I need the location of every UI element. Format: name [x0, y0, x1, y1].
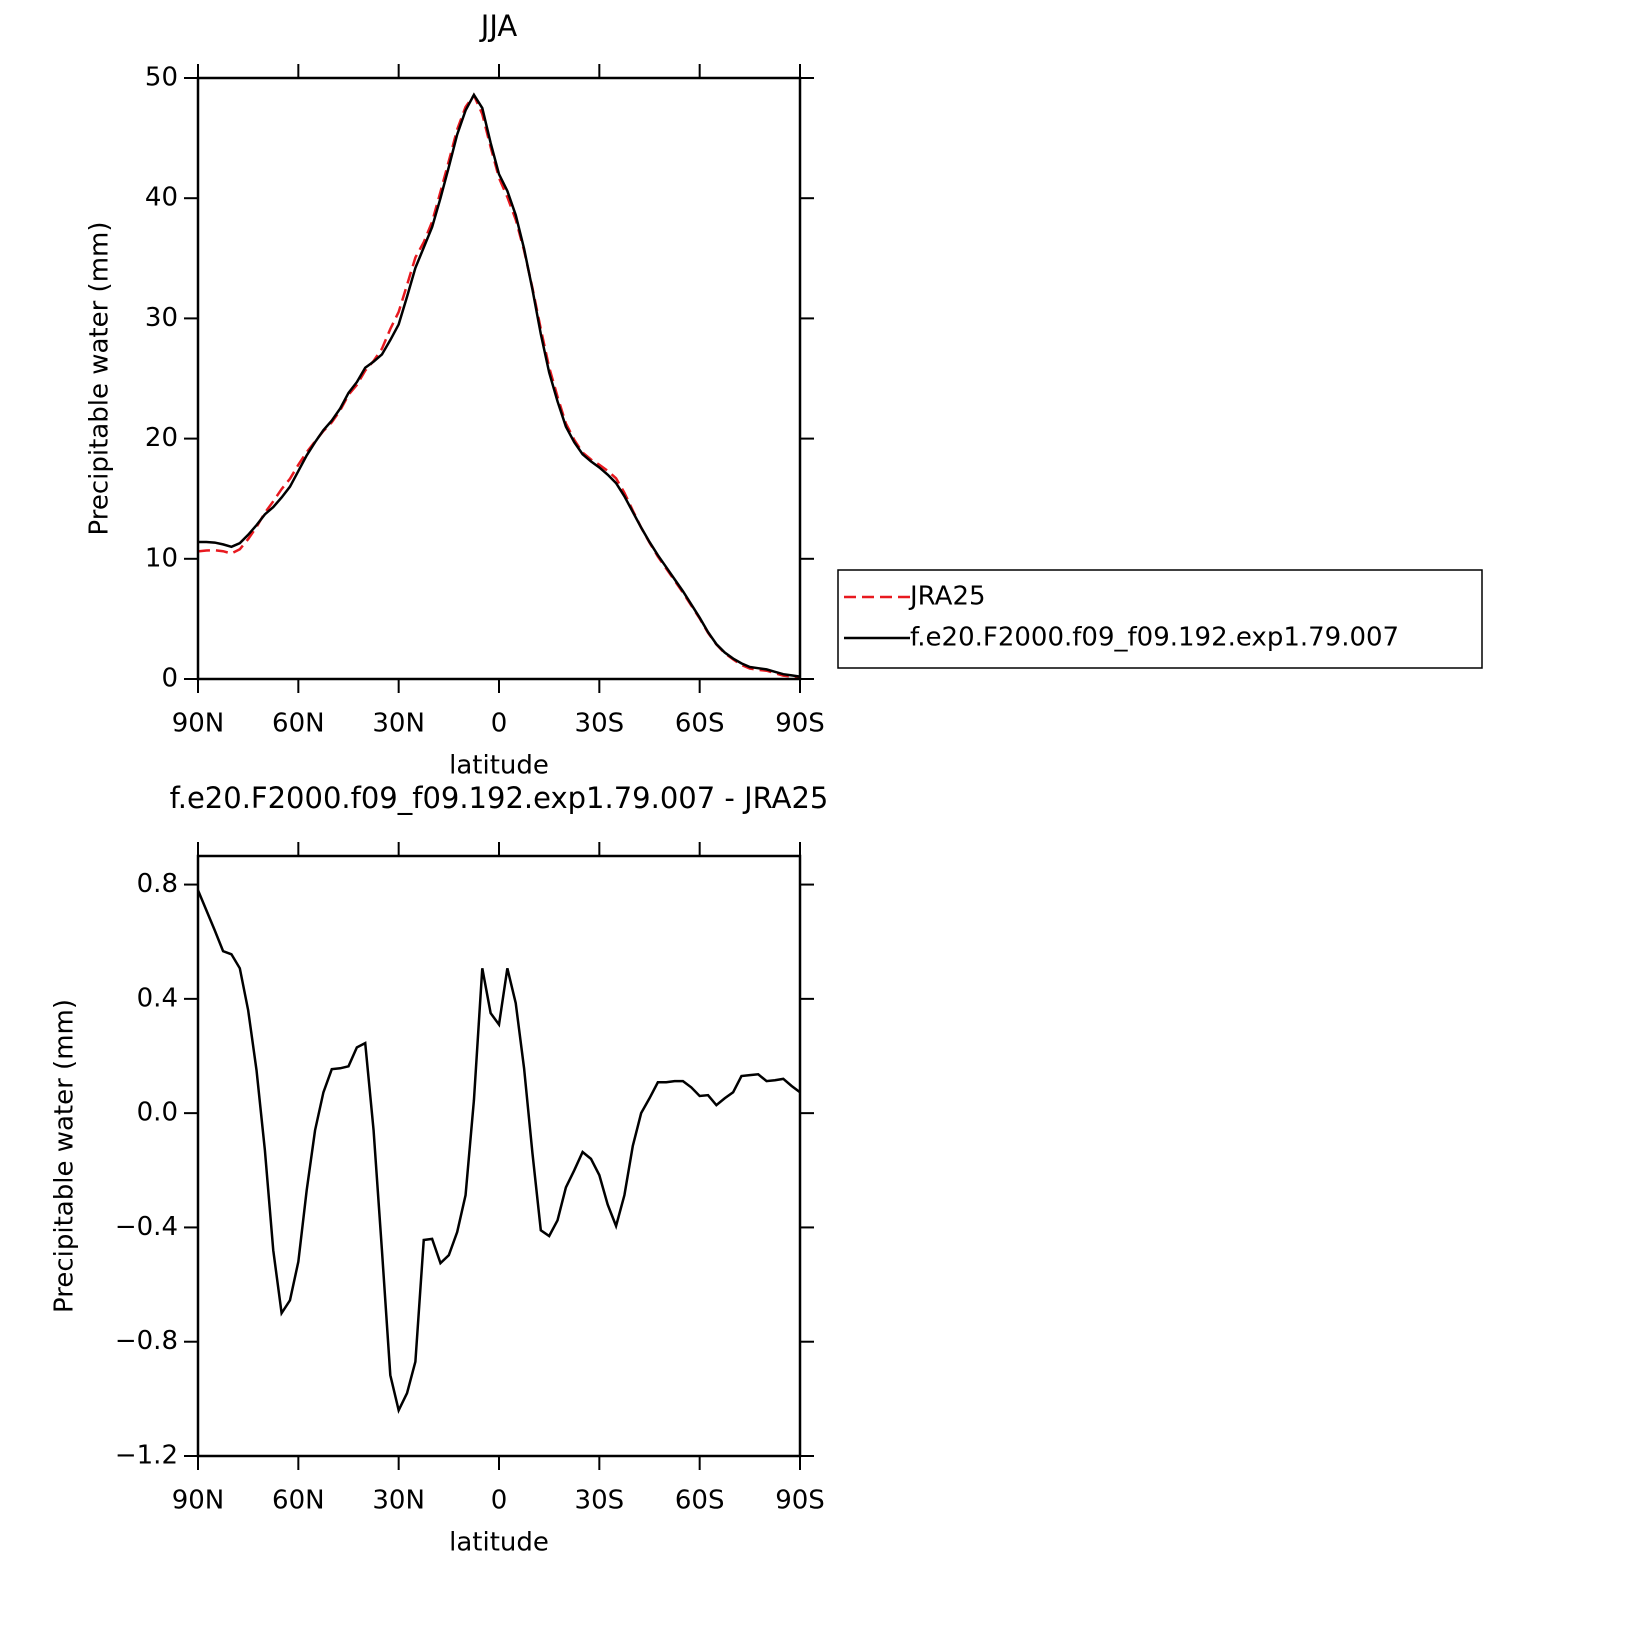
x-tick-label: 90N [172, 1486, 225, 1516]
x-tick-label: 30N [372, 1486, 425, 1516]
x-tick-label: 90N [172, 709, 225, 739]
x-tick-label: 90S [775, 709, 825, 739]
x-tick-label: 30S [575, 1486, 625, 1516]
x-tick-label: 0 [491, 1486, 508, 1516]
y-tick-label: 50 [145, 63, 178, 93]
x-tick-label: 90S [775, 1486, 825, 1516]
y-tick-label: 0.0 [137, 1098, 178, 1128]
x-tick-label: 60N [272, 1486, 325, 1516]
series-line [198, 92, 801, 678]
y-tick-label: 0.4 [137, 983, 178, 1013]
y-tick-label: 30 [145, 303, 178, 333]
y-axis-label: Precipitable water (mm) [50, 999, 80, 1313]
chart-title: f.e20.F2000.f09_f09.192.exp1.79.007 - JR… [170, 781, 829, 815]
y-tick-label: −0.4 [115, 1212, 178, 1242]
chart-title: JJA [479, 9, 518, 43]
plot-frame [196, 76, 802, 681]
legend-label: f.e20.F2000.f09_f09.192.exp1.79.007 [910, 623, 1399, 653]
legend-label: JRA25 [908, 582, 986, 612]
y-tick-label: 40 [145, 183, 178, 213]
y-tick-label: 20 [145, 423, 178, 453]
y-tick-label: 10 [145, 543, 178, 573]
x-tick-label: 0 [491, 709, 508, 739]
y-tick-label: 0 [161, 664, 178, 694]
x-tick-label: 60S [675, 1486, 725, 1516]
y-tick-label: −0.8 [115, 1326, 178, 1356]
series-line [197, 92, 801, 679]
y-tick-label: 0.8 [137, 869, 178, 899]
y-axis-label: Precipitable water (mm) [85, 222, 115, 536]
plot-frame [196, 854, 802, 1458]
x-axis-label: latitude [449, 751, 549, 781]
x-tick-label: 30N [372, 709, 425, 739]
y-tick-label: −1.2 [115, 1441, 178, 1471]
x-axis-label: latitude [449, 1528, 549, 1558]
x-tick-label: 60S [675, 709, 725, 739]
series-line [196, 889, 801, 1414]
legend-box [837, 569, 1483, 669]
x-tick-label: 60N [272, 709, 325, 739]
x-tick-label: 30S [575, 709, 625, 739]
